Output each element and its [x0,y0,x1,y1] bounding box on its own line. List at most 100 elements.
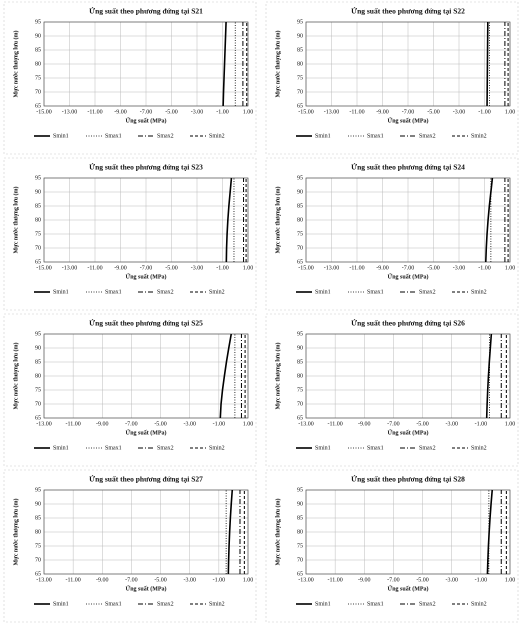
y-tick-label: 85 [297,359,303,365]
plot-frame [305,489,511,575]
x-tick-label: 1.00 [505,577,516,583]
y-tick-label: 95 [35,175,41,181]
y-tick-label: 85 [35,203,41,209]
panel-border [3,313,257,467]
legend-label: Smin1 [53,289,69,295]
y-tick-label: 75 [297,387,303,393]
y-tick-label: 70 [297,89,303,95]
x-tick-label: -11.00 [87,265,102,271]
x-tick-label: -9.00 [114,109,127,115]
legend-label: Smin1 [315,289,331,295]
legend-label: Smax2 [157,445,174,451]
y-tick-label: 95 [35,487,41,493]
y-tick-label: 80 [35,217,41,223]
x-tick-label: -13.00 [298,577,314,583]
x-tick-label: -9.00 [358,421,371,427]
x-tick-label: 1.00 [243,265,254,271]
y-tick-label: 65 [297,415,303,421]
legend-label: Smin2 [209,445,225,451]
x-tick-label: -7.00 [387,421,400,427]
y-tick-label: 80 [297,529,303,535]
x-tick-label: 1.00 [243,421,254,427]
x-tick-label: -1.00 [475,577,488,583]
series-line [225,177,233,263]
y-axis-title: Mực nước thượng lưu (m) [12,342,19,409]
y-tick-label: 95 [297,19,303,25]
chart-title: Ứng suất theo phương đứng tại S22 [351,6,465,16]
y-tick-label: 90 [35,345,41,351]
x-tick-label: -13.00 [36,577,52,583]
x-tick-label: -9.00 [96,421,109,427]
panel-border [265,469,519,623]
y-tick-label: 70 [35,89,41,95]
legend-label: Smax1 [105,289,122,295]
x-tick-label: 1.00 [505,265,516,271]
x-tick-label: -13.00 [298,421,314,427]
x-axis-title: Ứng suất (MPa) [125,272,166,280]
x-tick-label: -5.00 [154,577,167,583]
x-axis-title: Ứng suất (MPa) [387,428,428,436]
x-tick-label: -13.00 [62,265,78,271]
chart-title: Ứng suất theo phương đứng tại S27 [89,474,203,484]
x-tick-label: -13.00 [62,109,78,115]
y-tick-label: 75 [35,75,41,81]
x-tick-label: -15.00 [36,265,52,271]
legend-label: Smax2 [157,289,174,295]
x-tick-label: -3.00 [453,109,466,115]
y-tick-label: 95 [297,175,303,181]
y-tick-label: 85 [297,203,303,209]
y-tick-label: 70 [297,245,303,251]
chart-title: Ứng suất theo phương đứng tại S21 [89,6,203,16]
plot-frame [43,177,249,263]
legend-label: Smin2 [471,601,487,607]
y-tick-label: 75 [297,75,303,81]
legend-label: Smax1 [367,289,384,295]
y-tick-label: 90 [297,33,303,39]
y-tick-label: 90 [35,501,41,507]
x-tick-label: -3.00 [191,109,204,115]
x-tick-label: -13.00 [324,109,340,115]
chart-title: Ứng suất theo phương đứng tại S25 [89,318,203,328]
legend-label: Smin2 [209,601,225,607]
y-tick-label: 70 [35,557,41,563]
x-tick-label: 1.00 [243,109,254,115]
x-tick-label: -9.00 [358,577,371,583]
x-tick-label: -9.00 [376,265,389,271]
y-tick-label: 80 [297,61,303,67]
y-tick-label: 75 [35,387,41,393]
chart-panel: Ứng suất theo phương đứng tại S22 65 70 75 8… [265,1,519,155]
panel-border [265,1,519,155]
legend-label: Smin1 [53,601,69,607]
series-line [222,21,227,107]
x-tick-label: -11.00 [66,421,81,427]
x-tick-label: -1.00 [475,421,488,427]
y-tick-label: 90 [297,189,303,195]
x-tick-label: 1.00 [505,109,516,115]
chart-panel: Ứng suất theo phương đứng tại S24 65 70 75 8… [265,157,519,311]
chart-panel: Ứng suất theo phương đứng tại S26 65 70 75 8… [265,313,519,467]
x-tick-label: -5.00 [416,577,429,583]
x-tick-label: -15.00 [298,265,314,271]
series-line [219,333,233,419]
chart-panel: Ứng suất theo phương đứng tại S27 65 70 75 8… [3,469,257,623]
legend-label: Smin2 [209,289,225,295]
legend-label: Smax2 [419,133,436,139]
y-tick-label: 70 [297,401,303,407]
y-tick-label: 80 [35,373,41,379]
y-tick-label: 95 [297,487,303,493]
panel-border [265,157,519,311]
y-axis-title: Mực nước thượng lưu (m) [274,30,281,97]
x-tick-label: -3.00 [183,421,196,427]
chart-title: Ứng suất theo phương đứng tại S24 [351,162,465,172]
x-tick-label: -15.00 [36,109,52,115]
plot-frame [43,489,249,575]
series-line [486,21,489,107]
y-tick-label: 75 [297,543,303,549]
plot-frame [305,21,511,107]
x-tick-label: -5.00 [427,109,440,115]
x-tick-label: -5.00 [165,109,178,115]
y-tick-label: 70 [297,557,303,563]
y-tick-label: 80 [35,61,41,67]
x-tick-label: -1.00 [216,265,229,271]
